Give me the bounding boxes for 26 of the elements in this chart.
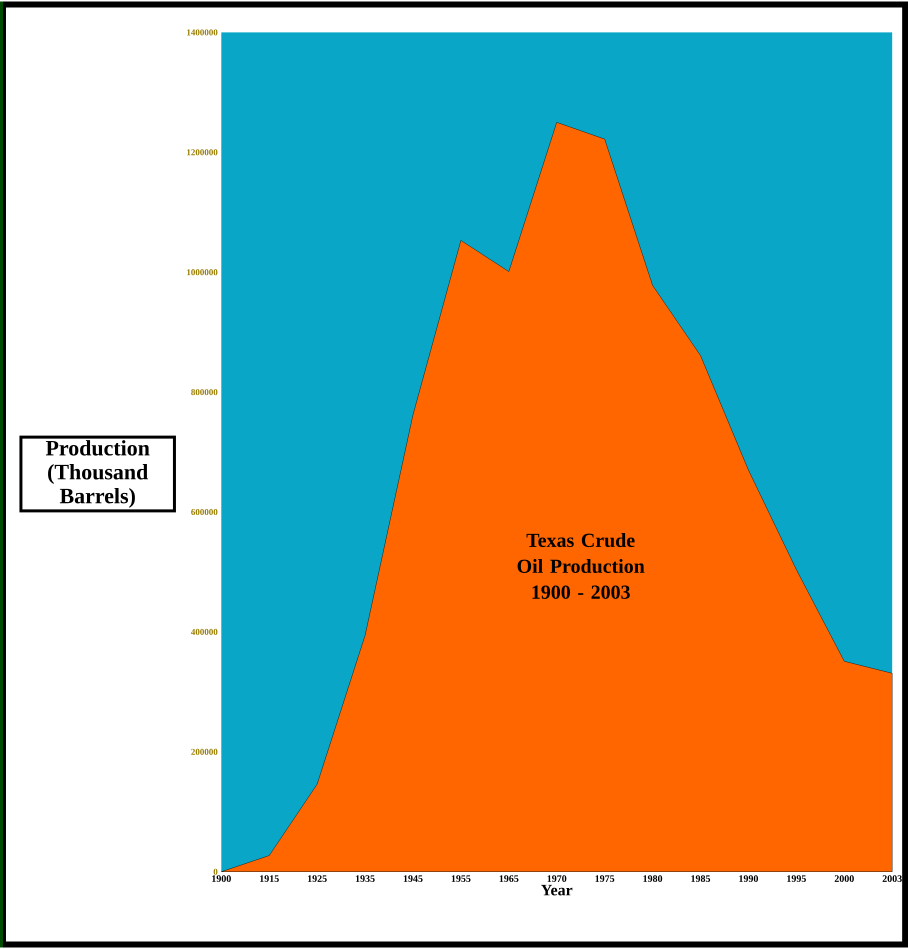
x-tick-label: 1970 (548, 875, 566, 882)
y-tick-label: 600000 (191, 508, 218, 516)
x-tick-label: 2003 (882, 875, 902, 882)
x-tick-label: 1955 (452, 875, 470, 882)
y-tick-label: 800000 (191, 389, 218, 396)
x-axis-title: Year (541, 884, 572, 896)
y-tick-label: 1200000 (187, 149, 218, 156)
y-tick-label: 1400000 (187, 29, 218, 36)
y-tick-label: 1000000 (187, 269, 218, 276)
x-tick-label: 1935 (356, 875, 375, 882)
y-axis-title: Production (Thousand Barrels) (46, 440, 150, 508)
x-tick-label: 1980 (643, 875, 662, 882)
x-tick-label: 1985 (691, 875, 710, 882)
x-tick-label: 1995 (787, 875, 806, 882)
x-tick-label: 1925 (308, 875, 327, 882)
x-tick-label: 1900 (212, 875, 231, 882)
x-tick-label: 1990 (739, 875, 758, 882)
y-tick-label: 0 (214, 868, 218, 875)
x-tick-label: 1965 (500, 875, 518, 882)
text: Texas Crude Oil Production 1900 - 2003 (518, 533, 644, 599)
x-tick-label: 2000 (834, 875, 854, 882)
x-tick-label: 1945 (404, 875, 423, 882)
x-tick-label: 1915 (260, 875, 279, 882)
y-tick-label: 400000 (190, 628, 218, 635)
x-tick-label: 1975 (595, 875, 614, 882)
y-tick-label: 200000 (191, 748, 218, 755)
